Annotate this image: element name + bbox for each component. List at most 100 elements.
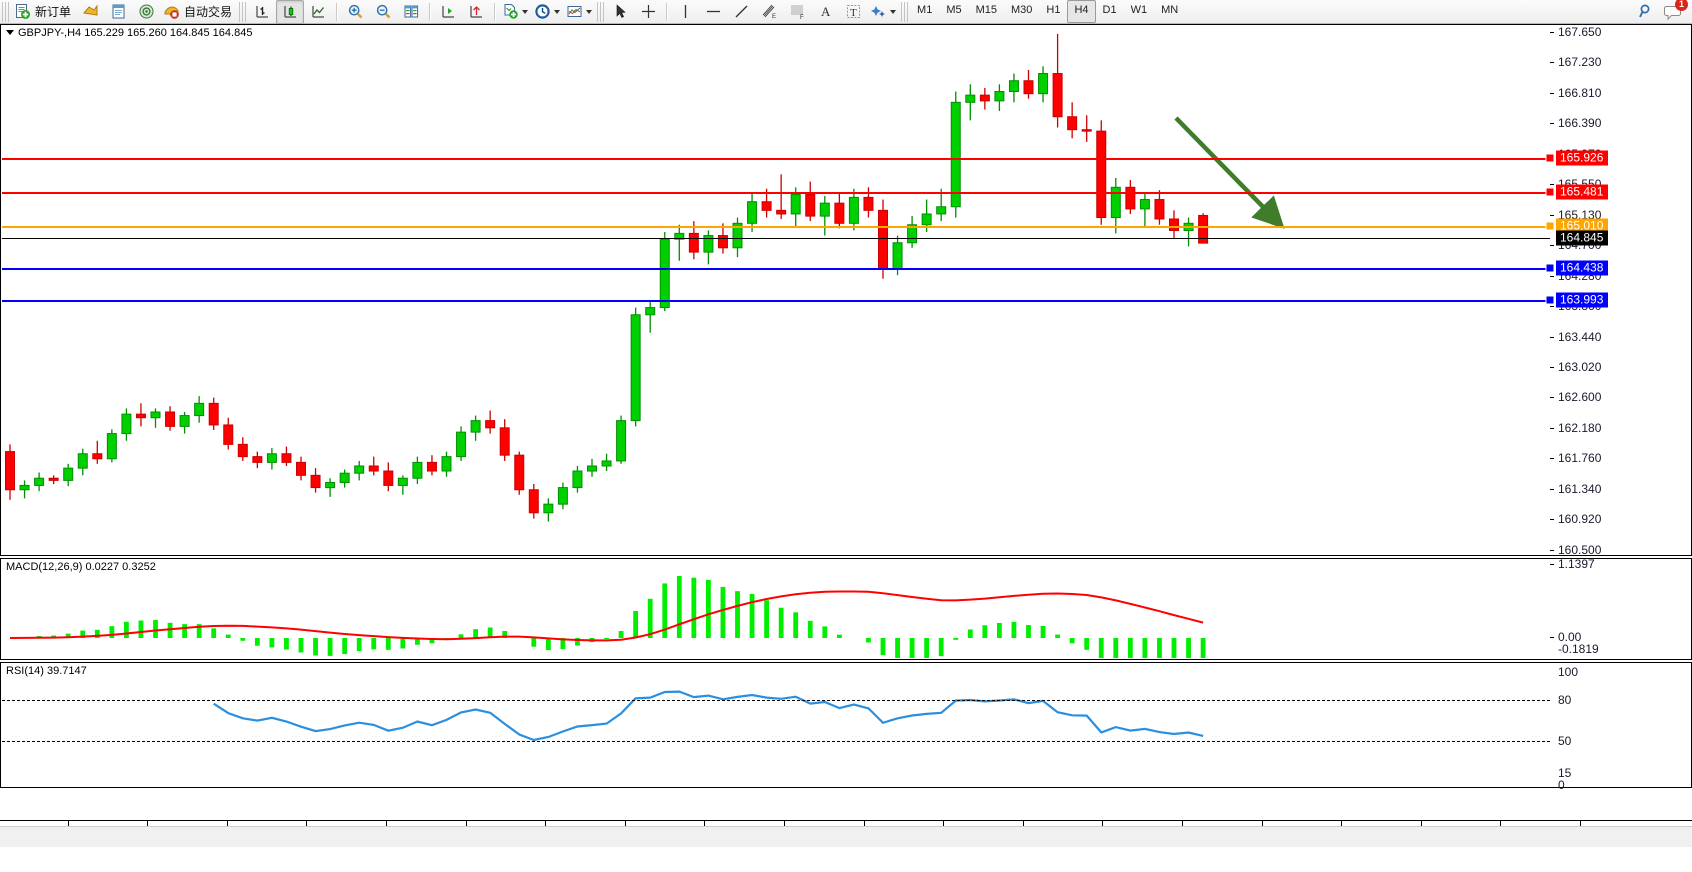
equidistant-channel-button[interactable]: E <box>755 0 783 24</box>
time-tick <box>704 821 706 827</box>
vertical-line-button[interactable] <box>671 0 699 24</box>
price-tag-resistance-2[interactable]: 165.481 <box>1556 184 1609 200</box>
trendline-button[interactable] <box>727 0 755 24</box>
candle-body <box>703 235 714 253</box>
terminal-button[interactable] <box>76 0 104 24</box>
data-window-button[interactable] <box>104 0 132 24</box>
chevron-down-icon-2[interactable] <box>554 9 561 14</box>
scroll-end-button[interactable] <box>434 0 462 24</box>
price-tag-support-2[interactable]: 163.993 <box>1556 292 1609 308</box>
text-label-icon: T <box>845 3 862 20</box>
chevron-down-icon-3[interactable] <box>586 9 593 14</box>
cursor-button[interactable] <box>606 0 634 24</box>
tag-handle-support-1[interactable] <box>1545 263 1555 273</box>
zoom-out-icon <box>375 3 392 20</box>
macd-histogram-bar <box>138 620 144 638</box>
indicators-button[interactable] <box>563 0 595 24</box>
line-chart-button[interactable] <box>304 0 332 24</box>
price-pane[interactable]: GBPJPY-,H4 165.229 165.260 164.845 164.8… <box>0 24 1692 557</box>
rsi-pane[interactable]: RSI(14) 39.7147 100 80 50 15 0 <box>0 662 1692 792</box>
time-tick <box>67 821 69 827</box>
price-tag-current[interactable]: 164.845 <box>1556 230 1609 246</box>
zoom-out-button[interactable] <box>369 0 397 24</box>
level-line-current-price[interactable] <box>2 238 1550 239</box>
macd-histogram-bar <box>909 638 915 658</box>
new-chart-button[interactable] <box>499 0 531 24</box>
horizontal-line-button[interactable] <box>699 0 727 24</box>
level-line-resistance-2[interactable] <box>2 192 1550 194</box>
macd-pane[interactable]: MACD(12,26,9) 0.0227 0.3252 1.1397 0.00 … <box>0 557 1692 660</box>
macd-histogram-bar <box>531 638 537 647</box>
toolbar-grip[interactable] <box>2 1 9 22</box>
timeframe-m15[interactable]: M15 <box>975 4 997 16</box>
crosshair-button[interactable] <box>634 0 662 24</box>
timeframe-mn[interactable]: MN <box>1161 4 1179 16</box>
text-label-button[interactable]: T <box>839 0 867 24</box>
price-axis[interactable]: 167.650167.230166.810166.390165.970165.5… <box>1545 25 1691 557</box>
auto-trading-button[interactable]: 自动交易 <box>160 0 237 24</box>
new-order-button[interactable]: 新订单 <box>11 0 76 24</box>
toolbar-grip-3[interactable] <box>597 1 605 22</box>
timeframe-h4[interactable]: H4 <box>1067 0 1096 23</box>
navigator-button[interactable] <box>132 0 160 24</box>
level-line-pivot[interactable] <box>2 226 1550 228</box>
rsi-tick-15: 15 <box>1558 766 1572 780</box>
text-button[interactable]: A <box>811 0 839 24</box>
auto-scroll-button[interactable] <box>462 0 490 24</box>
rsi-axis[interactable]: 100 80 50 15 0 <box>1550 663 1691 792</box>
toolbar-grip-2[interactable] <box>239 1 247 22</box>
timeframe-h1[interactable]: H1 <box>1046 4 1061 16</box>
tag-handle-pivot[interactable] <box>1545 221 1555 231</box>
toolbar-grip-4[interactable] <box>901 1 909 22</box>
price-tag-pivot[interactable]: 165.010 <box>1556 218 1609 234</box>
price-plot[interactable] <box>2 26 1550 554</box>
macd-histogram-bar <box>1127 638 1133 658</box>
zoom-in-button[interactable] <box>341 0 369 24</box>
chart-area[interactable]: GBPJPY-,H4 165.229 165.260 164.845 164.8… <box>0 24 1692 872</box>
macd-axis[interactable]: 1.1397 0.00 -0.1819 <box>1550 557 1691 659</box>
tag-handle-resistance-1[interactable] <box>1545 153 1555 163</box>
timeframe-w1[interactable]: W1 <box>1130 4 1148 16</box>
collapse-triangle-icon[interactable] <box>6 30 14 35</box>
timeframe-m30[interactable]: M30 <box>1011 4 1033 16</box>
zoom-in-icon <box>347 3 364 20</box>
terminal-icon <box>82 3 99 20</box>
tag-handle-resistance-2[interactable] <box>1545 187 1555 197</box>
level-line-support-2[interactable] <box>2 300 1550 302</box>
tag-handle-support-2[interactable] <box>1545 295 1555 305</box>
notification-button[interactable]: 1 <box>1664 0 1688 21</box>
candle-body <box>1067 116 1078 131</box>
fibonacci-button[interactable]: F <box>783 0 811 24</box>
search-icon[interactable] <box>1638 3 1656 21</box>
tile-windows-button[interactable] <box>397 0 425 24</box>
price-tag-resistance-1[interactable]: 165.926 <box>1556 150 1609 166</box>
macd-histogram-bar <box>400 638 406 649</box>
candle-body <box>135 413 146 419</box>
shapes-button[interactable] <box>867 0 899 24</box>
price-tick <box>1550 275 1554 277</box>
timeframe-m1[interactable]: M1 <box>917 4 933 16</box>
macd-histogram-bar <box>225 634 231 638</box>
chevron-down-icon[interactable] <box>522 9 529 14</box>
candlestick-chart-button[interactable] <box>276 0 305 24</box>
macd-plot[interactable] <box>2 560 1550 658</box>
candle-body <box>514 454 525 491</box>
price-tag-support-1[interactable]: 164.438 <box>1556 260 1609 276</box>
timeframe-m5[interactable]: M5 <box>946 4 962 16</box>
price-tick <box>1550 123 1554 125</box>
rsi-plot[interactable] <box>2 664 1550 786</box>
timeframe-d1[interactable]: D1 <box>1102 4 1117 16</box>
macd-histogram-bar <box>1186 638 1191 658</box>
period-button[interactable] <box>531 0 563 24</box>
level-line-resistance-1[interactable] <box>2 158 1550 160</box>
price-tick <box>1550 32 1554 33</box>
candle-body <box>572 470 583 489</box>
toolbar-separator-2 <box>429 2 431 21</box>
price-tick-label: 167.650 <box>1558 25 1602 39</box>
bar-chart-button[interactable] <box>248 0 276 24</box>
price-tick <box>1550 427 1554 429</box>
chevron-down-icon-4[interactable] <box>890 9 897 14</box>
new-order-icon <box>14 3 31 20</box>
level-line-support-1[interactable] <box>2 268 1550 270</box>
period-icon <box>534 3 551 20</box>
